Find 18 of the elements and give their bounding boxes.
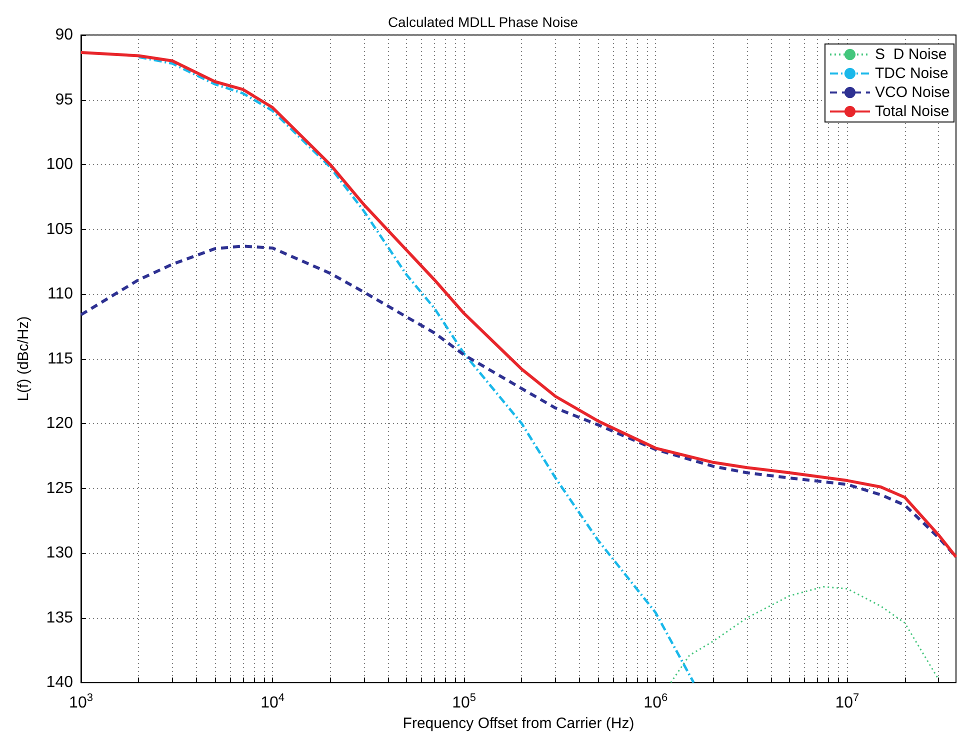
y-tick-label: 100 [46, 156, 74, 174]
y-tick-label: 90 [55, 26, 74, 44]
y-tick-label: 95 [55, 91, 74, 108]
y-tick-label: 130 [46, 544, 74, 562]
y-tick-label: 115 [47, 350, 74, 368]
x-axis-title: Frequency Offset from Carrier (Hz) [402, 715, 634, 732]
legend-label: S D Noise [874, 46, 947, 63]
y-tick-label: 135 [46, 609, 74, 626]
y-axis-title: L(f) (dBc/Hz) [15, 316, 32, 402]
y-tick-label: 125 [46, 480, 74, 497]
y-tick-label: 110 [47, 286, 74, 303]
legend-label: TDC Noise [874, 65, 948, 82]
y-tick-label: 105 [46, 220, 74, 238]
legend-label: Total Noise [874, 103, 950, 120]
y-tick-label: 140 [46, 674, 74, 692]
chart-title: Calculated MDLL Phase Noise [388, 14, 578, 30]
y-tick-label: 120 [46, 415, 74, 432]
legend-label: VCO Noise [874, 84, 950, 101]
